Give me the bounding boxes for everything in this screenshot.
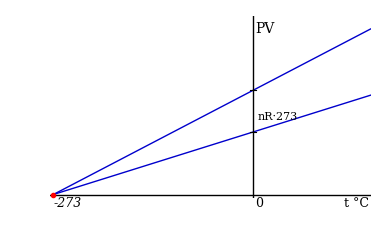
Text: PV: PV	[255, 22, 274, 36]
Text: nR·273: nR·273	[258, 112, 298, 122]
Text: -273: -273	[53, 197, 82, 210]
Text: t °C: t °C	[344, 197, 369, 210]
Text: 0: 0	[255, 197, 263, 210]
